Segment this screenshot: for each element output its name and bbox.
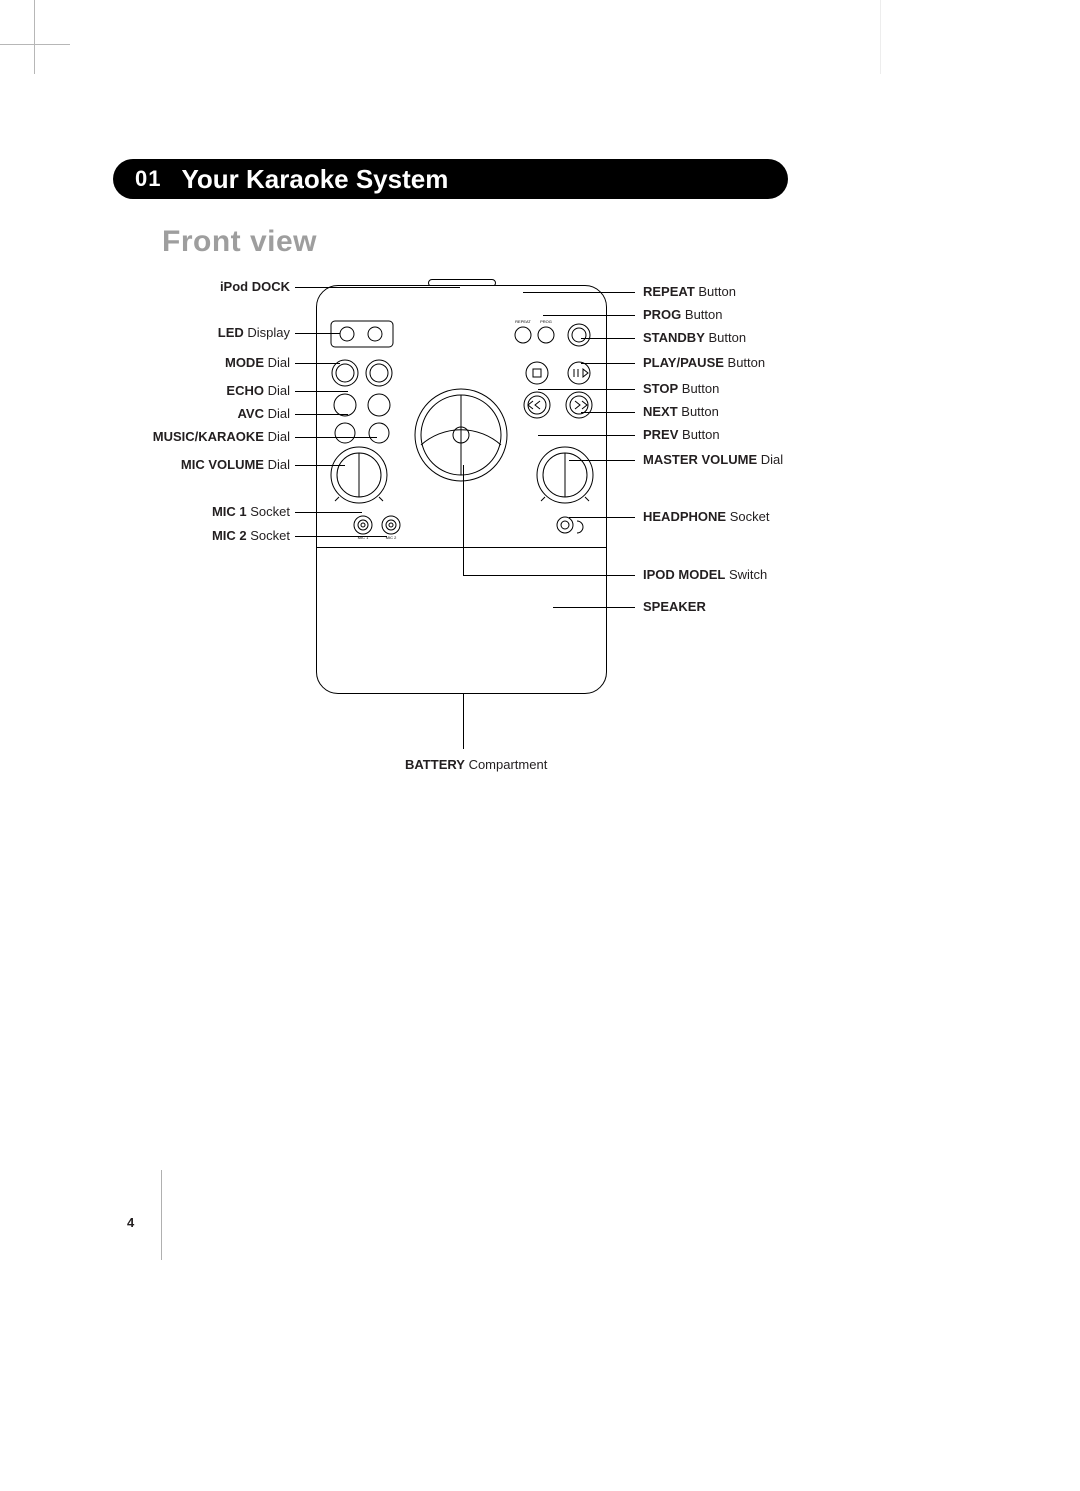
subheading: Front view xyxy=(162,225,317,259)
crop-mark xyxy=(0,44,70,45)
lead-line xyxy=(295,363,340,364)
lead-line xyxy=(581,412,635,413)
lead-line xyxy=(295,536,387,537)
callout-label: PROG Button xyxy=(643,307,723,322)
lead-line xyxy=(581,363,635,364)
device-divider xyxy=(316,547,607,548)
callout-label: SPEAKER xyxy=(643,599,706,614)
lead-line xyxy=(295,391,348,392)
callout-label: PREV Button xyxy=(643,427,720,442)
callout-label: STANDBY Button xyxy=(643,330,746,345)
callout-label: IPOD MODEL Switch xyxy=(643,567,767,582)
callout-label: MIC VOLUME Dial xyxy=(115,457,290,472)
section-number: 01 xyxy=(135,166,161,192)
callout-label: MIC 2 Socket xyxy=(115,528,290,543)
callout-label: REPEAT Button xyxy=(643,284,736,299)
crop-mark xyxy=(880,0,881,74)
callout-label: HEADPHONE Socket xyxy=(643,509,769,524)
lead-line xyxy=(581,338,635,339)
lead-line xyxy=(295,414,348,415)
lead-line xyxy=(463,465,464,575)
callout-label: PLAY/PAUSE Button xyxy=(643,355,765,370)
lead-line xyxy=(543,315,635,316)
control-panel-icon: REPEATPROG MIC 1MIC 2 xyxy=(321,295,603,545)
section-title: Your Karaoke System xyxy=(181,164,448,195)
lead-line xyxy=(569,517,635,518)
section-header: 01 Your Karaoke System xyxy=(113,159,788,199)
crop-mark xyxy=(34,0,35,74)
lead-line xyxy=(295,437,377,438)
svg-text:REPEAT: REPEAT xyxy=(515,319,531,324)
svg-text:PROG: PROG xyxy=(540,319,552,324)
callout-label: LED Display xyxy=(115,325,290,340)
page-number: 4 xyxy=(127,1215,134,1230)
lead-line xyxy=(295,333,340,334)
callout-label: STOP Button xyxy=(643,381,719,396)
lead-line xyxy=(538,389,635,390)
callout-label: iPod DOCK xyxy=(115,279,290,294)
callout-label: AVC Dial xyxy=(115,406,290,421)
lead-line xyxy=(569,460,635,461)
lead-line xyxy=(523,292,635,293)
front-view-diagram: REPEATPROG MIC 1MIC 2 iPod DOCKLED Displ… xyxy=(115,265,795,785)
callout-label: MIC 1 Socket xyxy=(115,504,290,519)
callout-label: MODE Dial xyxy=(115,355,290,370)
lead-line xyxy=(553,607,635,608)
lead-line xyxy=(463,694,464,749)
svg-text:MIC 2: MIC 2 xyxy=(386,535,397,540)
manual-page: 01 Your Karaoke System Front view xyxy=(0,0,1080,1491)
callout-label: NEXT Button xyxy=(643,404,719,419)
lead-line xyxy=(295,287,460,288)
callout-label: MUSIC/KARAOKE Dial xyxy=(115,429,290,444)
callout-label: BATTERY Compartment xyxy=(405,757,547,772)
callout-label: MASTER VOLUME Dial xyxy=(643,452,783,467)
lead-line xyxy=(538,435,635,436)
callout-label: ECHO Dial xyxy=(115,383,290,398)
lead-line xyxy=(463,575,635,576)
lead-line xyxy=(295,512,362,513)
lead-line xyxy=(295,465,345,466)
page-rule xyxy=(161,1170,162,1260)
